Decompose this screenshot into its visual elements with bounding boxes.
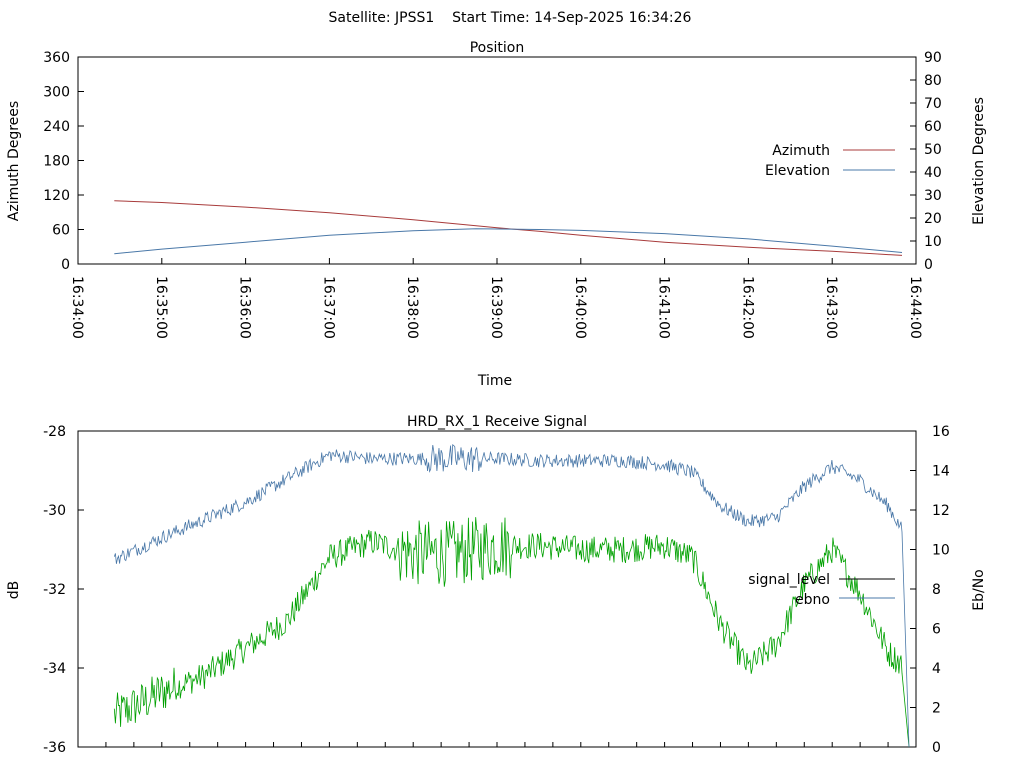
ebno-tick-label: 2 xyxy=(932,701,941,717)
ebno-tick-label: 12 xyxy=(932,503,950,519)
legend-label-signal-level: signal_level xyxy=(748,572,830,588)
ebno-tick-label: 10 xyxy=(932,543,950,559)
time-tick-label: 16:38:00 xyxy=(404,276,420,339)
azimuth-tick-label: 60 xyxy=(52,223,70,239)
time-tick-label: 16:43:00 xyxy=(823,276,839,339)
azimuth-tick-label: 120 xyxy=(43,188,70,204)
ebno-tick-label: 14 xyxy=(932,464,950,480)
position-ticks: 0 60 120 180 240 300 360 0 10 20 30 40 50 60 70 80 90 16:… xyxy=(43,50,942,339)
signal-ticks: -28 -30 -32 -34 -36 0 2 4 6 8 10 12 14 16 xyxy=(43,424,950,756)
azimuth-tick-label: 300 xyxy=(43,85,70,101)
time-tick-label: 16:37:00 xyxy=(320,276,336,339)
position-legend: Azimuth Elevation xyxy=(765,143,895,179)
db-tick-label: -36 xyxy=(43,740,66,756)
signal-level-series-line xyxy=(113,517,910,748)
db-tick-label: -34 xyxy=(43,661,66,677)
elevation-tick-label: 10 xyxy=(924,234,942,250)
elevation-tick-label: 40 xyxy=(924,165,942,181)
ebno-tick-label: 8 xyxy=(932,582,941,598)
signal-chart: HRD_RX_1 Receive Signal -28 -30 -32 -34 -36 0… xyxy=(6,414,987,756)
time-tick-label: 16:39:00 xyxy=(488,276,504,339)
legend-label-elevation: Elevation xyxy=(765,163,830,179)
time-tick-label: 16:44:00 xyxy=(907,276,923,339)
position-plot-frame xyxy=(77,56,917,265)
elevation-tick-label: 20 xyxy=(924,211,942,227)
elevation-tick-label: 60 xyxy=(924,119,942,135)
db-tick-label: -30 xyxy=(43,503,66,519)
azimuth-tick-label: 240 xyxy=(43,119,70,135)
time-tick-label: 16:35:00 xyxy=(153,276,169,339)
azimuth-tick-label: 0 xyxy=(61,257,70,273)
ebno-tick-label: 6 xyxy=(932,622,941,638)
ebno-tick-label: 16 xyxy=(932,424,950,440)
azimuth-tick-label: 360 xyxy=(43,50,70,66)
elevation-tick-label: 0 xyxy=(924,257,933,273)
position-series xyxy=(114,200,903,256)
time-tick-label: 16:42:00 xyxy=(739,276,755,339)
position-title: Position xyxy=(470,40,525,56)
ebno-tick-label: 0 xyxy=(932,740,941,756)
elevation-tick-label: 50 xyxy=(924,142,942,158)
page-title: Satellite: JPSS1 Start Time: 14-Sep-2025… xyxy=(329,10,692,26)
signal-plot-frame xyxy=(77,430,917,748)
elevation-tick-label: 80 xyxy=(924,73,942,89)
db-tick-label: -28 xyxy=(43,424,66,440)
time-tick-label: 16:34:00 xyxy=(69,276,85,339)
time-axis-label: Time xyxy=(477,373,512,389)
elevation-tick-label: 90 xyxy=(924,50,942,66)
legend-label-azimuth: Azimuth xyxy=(772,143,830,159)
signal-title: HRD_RX_1 Receive Signal xyxy=(407,414,587,430)
time-tick-label: 16:36:00 xyxy=(237,276,253,339)
elevation-series-line xyxy=(114,228,903,255)
azimuth-axis-label: Azimuth Degrees xyxy=(6,101,22,221)
db-axis-label: dB xyxy=(6,581,22,600)
time-tick-label: 16:41:00 xyxy=(656,276,672,339)
signal-series xyxy=(113,444,910,748)
azimuth-series-line xyxy=(114,200,903,256)
db-tick-label: -32 xyxy=(43,582,66,598)
ebno-series-line xyxy=(113,444,910,748)
elevation-tick-label: 30 xyxy=(924,188,942,204)
time-tick-label: 16:40:00 xyxy=(572,276,588,339)
signal-legend: signal_level ebno xyxy=(748,572,895,608)
ebno-tick-label: 4 xyxy=(932,661,941,677)
legend-label-ebno: ebno xyxy=(795,592,830,608)
elevation-axis-label: Elevation Degrees xyxy=(971,97,987,225)
position-chart: Position 0 60 120 180 240 300 360 0 10 20 30 40 50 60… xyxy=(6,40,987,389)
azimuth-tick-label: 180 xyxy=(43,154,70,170)
ebno-axis-label: Eb/No xyxy=(971,569,987,611)
elevation-tick-label: 70 xyxy=(924,96,942,112)
